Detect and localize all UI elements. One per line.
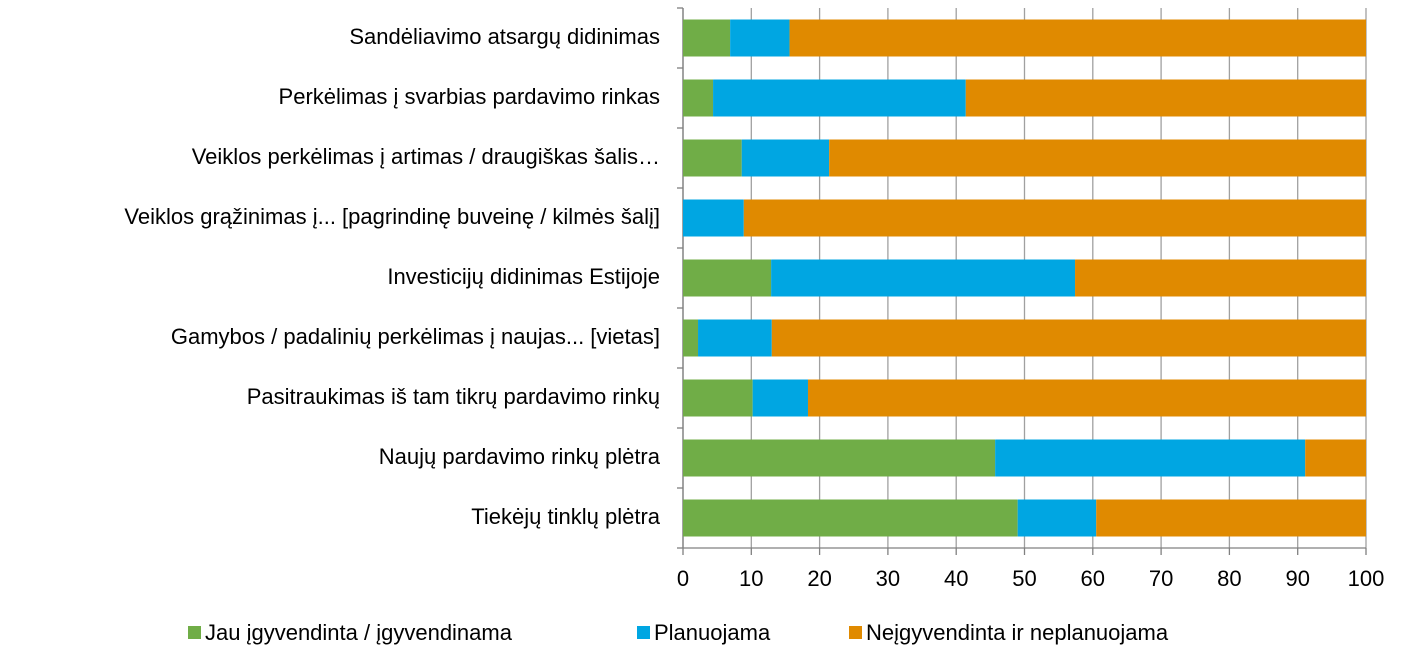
bar-segment [995,439,1306,477]
x-tick-label: 90 [1285,566,1309,591]
bar-segment [771,319,1366,357]
bar-segment [683,139,742,177]
y-tick-label: Sandėliavimo atsargų didinimas [349,24,660,49]
x-tick-label: 10 [739,566,763,591]
y-tick-label: Gamybos / padalinių perkėlimas į naujas.… [171,324,660,349]
x-tick-label: 80 [1217,566,1241,591]
bar-segment [965,79,1366,117]
bar-segment [683,379,753,417]
x-tick-label: 50 [1012,566,1036,591]
bar-segment [698,319,772,357]
y-tick-label: Investicijų didinimas Estijoje [387,264,660,289]
bar-segment [683,259,772,297]
bar-segment [743,199,1366,237]
y-tick-label: Naujų pardavimo rinkų plėtra [379,444,661,469]
bar-segment [1305,439,1366,477]
x-tick-label: 70 [1149,566,1173,591]
legend-swatch [849,626,862,639]
bar-segment [771,259,1076,297]
x-tick-label: 0 [677,566,689,591]
legend-swatch [637,626,650,639]
y-tick-label: Veiklos perkėlimas į artimas / draugiška… [192,144,660,169]
legend-label: Neįgyvendinta ir neplanuojama [866,620,1169,645]
bar-segment [683,79,714,117]
bar-segment [683,19,731,57]
bar-segment [829,139,1366,177]
bar-segment [1075,259,1366,297]
x-tick-label: 40 [944,566,968,591]
bar-segment [683,319,699,357]
bar-segment [1096,499,1366,537]
y-tick-label: Pasitraukimas iš tam tikrų pardavimo rin… [247,384,660,409]
x-tick-label: 60 [1081,566,1105,591]
x-tick-label: 20 [807,566,831,591]
bar-segment [752,379,808,417]
bar-segment [741,139,830,177]
y-tick-label: Perkėlimas į svarbias pardavimo rinkas [279,84,660,109]
x-tick-label: 100 [1348,566,1385,591]
x-tick-label: 30 [876,566,900,591]
legend-swatch [188,626,201,639]
bar-segment [683,499,1018,537]
bar-segment [713,79,966,117]
legend-label: Jau įgyvendinta / įgyvendinama [205,620,513,645]
bar-segment [1017,499,1097,537]
legend-label: Planuojama [654,620,771,645]
y-tick-label: Tiekėjų tinklų plėtra [471,504,660,529]
y-tick-label: Veiklos grąžinimas į... [pagrindinę buve… [124,204,660,229]
bar-segment [683,439,996,477]
bar-segment [789,19,1366,57]
bar-segment [807,379,1366,417]
bar-segment [730,19,790,57]
bar-segment [683,199,744,237]
